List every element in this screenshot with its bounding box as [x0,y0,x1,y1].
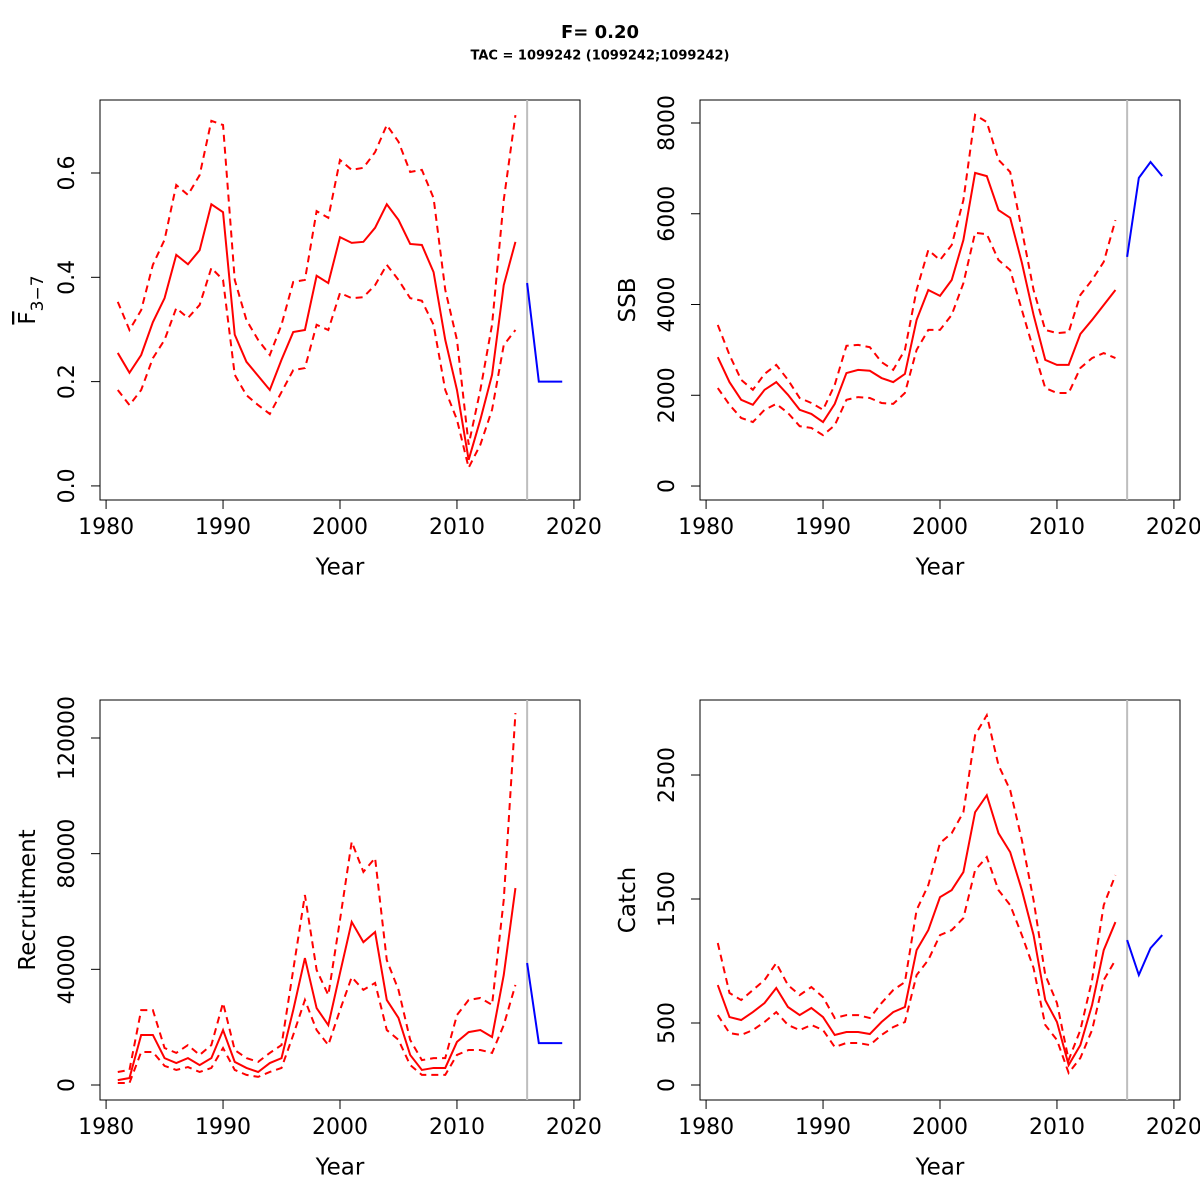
x-tick-label: 2020 [546,1115,602,1140]
x-tick-label: 1980 [78,515,134,540]
confidence-line [116,263,517,471]
x-tick-label: 1980 [78,1115,134,1140]
y-axis-label-main: Recruitment [15,829,41,970]
y-tick-label: 8000 [655,95,680,151]
panel: 1980 1990 2000 2010 2020 Year 0 500 1500 2500 Catc… [615,699,1200,1181]
y-tick-label: 6000 [655,186,680,242]
y-axis-label: SSB [615,278,641,323]
y-tick-label: 80000 [55,819,80,889]
y-tick-label: 0 [655,479,680,493]
forecast-line [1126,160,1163,258]
y-axis-label: Recruitment [15,829,41,970]
confidence-line [117,713,517,1073]
confidence-line [716,231,1116,437]
x-tick-label: 2020 [546,515,602,540]
x-axis-label: Year [315,555,365,581]
x-tick-label: 1990 [195,1115,251,1140]
panel: 1980 1990 2000 2010 2020 Year 0 2000 4000 6000 800… [615,95,1200,580]
x-tick-label: 1990 [195,515,251,540]
estimate-line [716,792,1117,1068]
x-tick-label: 2010 [429,1115,485,1140]
y-axis-label: F3−7 [15,275,49,324]
x-tick-label: 1990 [795,1115,851,1140]
x-tick-label: 1980 [678,515,734,540]
x-tick-label: 2010 [1029,1115,1085,1140]
y-tick-label: 2000 [655,367,680,423]
y-tick-label: 500 [655,1002,680,1044]
confidence-line [116,114,517,445]
estimate-line [117,887,517,1082]
plot-frame [99,699,581,1101]
panel: 1980 1990 2000 2010 2020 Year 0.0 0.2 0.4 0.6 F3−7 [15,99,602,581]
x-tick-label: 2010 [429,515,485,540]
y-axis-label-main: Catch [615,867,641,933]
estimate-line [116,202,517,461]
confidence-line [716,113,1117,412]
x-tick-label: 1980 [678,1115,734,1140]
forecast-line [1126,934,1163,978]
y-tick-label: 120000 [55,696,80,780]
y-axis-label-main: SSB [615,278,641,323]
y-tick-label: 0 [55,1078,80,1092]
x-tick-label: 2010 [1029,515,1085,540]
y-tick-label: 40000 [55,934,80,1004]
x-tick-label: 2000 [912,515,968,540]
y-tick-label: 0.0 [55,468,80,503]
x-tick-label: 2000 [312,1115,368,1140]
confidence-line [716,712,1117,1064]
confidence-line [117,975,517,1084]
x-axis-label: Year [915,1155,965,1181]
y-tick-label: 0.4 [55,260,80,295]
x-tick-label: 2020 [1146,515,1200,540]
x-tick-label: 2020 [1146,1115,1200,1140]
estimate-line [716,171,1117,424]
x-tick-label: 2000 [912,1115,968,1140]
x-axis-label: Year [315,1155,365,1181]
y-tick-label: 4000 [655,277,680,333]
forecast-line [526,282,563,383]
forecast-line [526,962,563,1045]
y-tick-label: 0 [655,1078,680,1092]
y-tick-label: 1500 [655,871,680,927]
x-tick-label: 1990 [795,515,851,540]
y-axis-label: Catch [615,867,641,933]
subtitle: TAC = 1099242 (1099242;1099242) [471,49,730,64]
y-tick-label: 2500 [655,747,680,803]
y-tick-label: 0.6 [55,156,80,191]
confidence-line [716,855,1117,1076]
y-tick-label: 0.2 [55,364,80,399]
y-axis-label-main: F [15,311,41,324]
title: F= 0.20 [561,22,639,43]
panel: 1980 1990 2000 2010 2020 Year 0 40000 80000 12000… [15,696,602,1181]
x-axis-label: Year [915,555,965,581]
y-axis-label-subscript: 3−7 [28,275,48,311]
x-tick-label: 2000 [312,515,368,540]
